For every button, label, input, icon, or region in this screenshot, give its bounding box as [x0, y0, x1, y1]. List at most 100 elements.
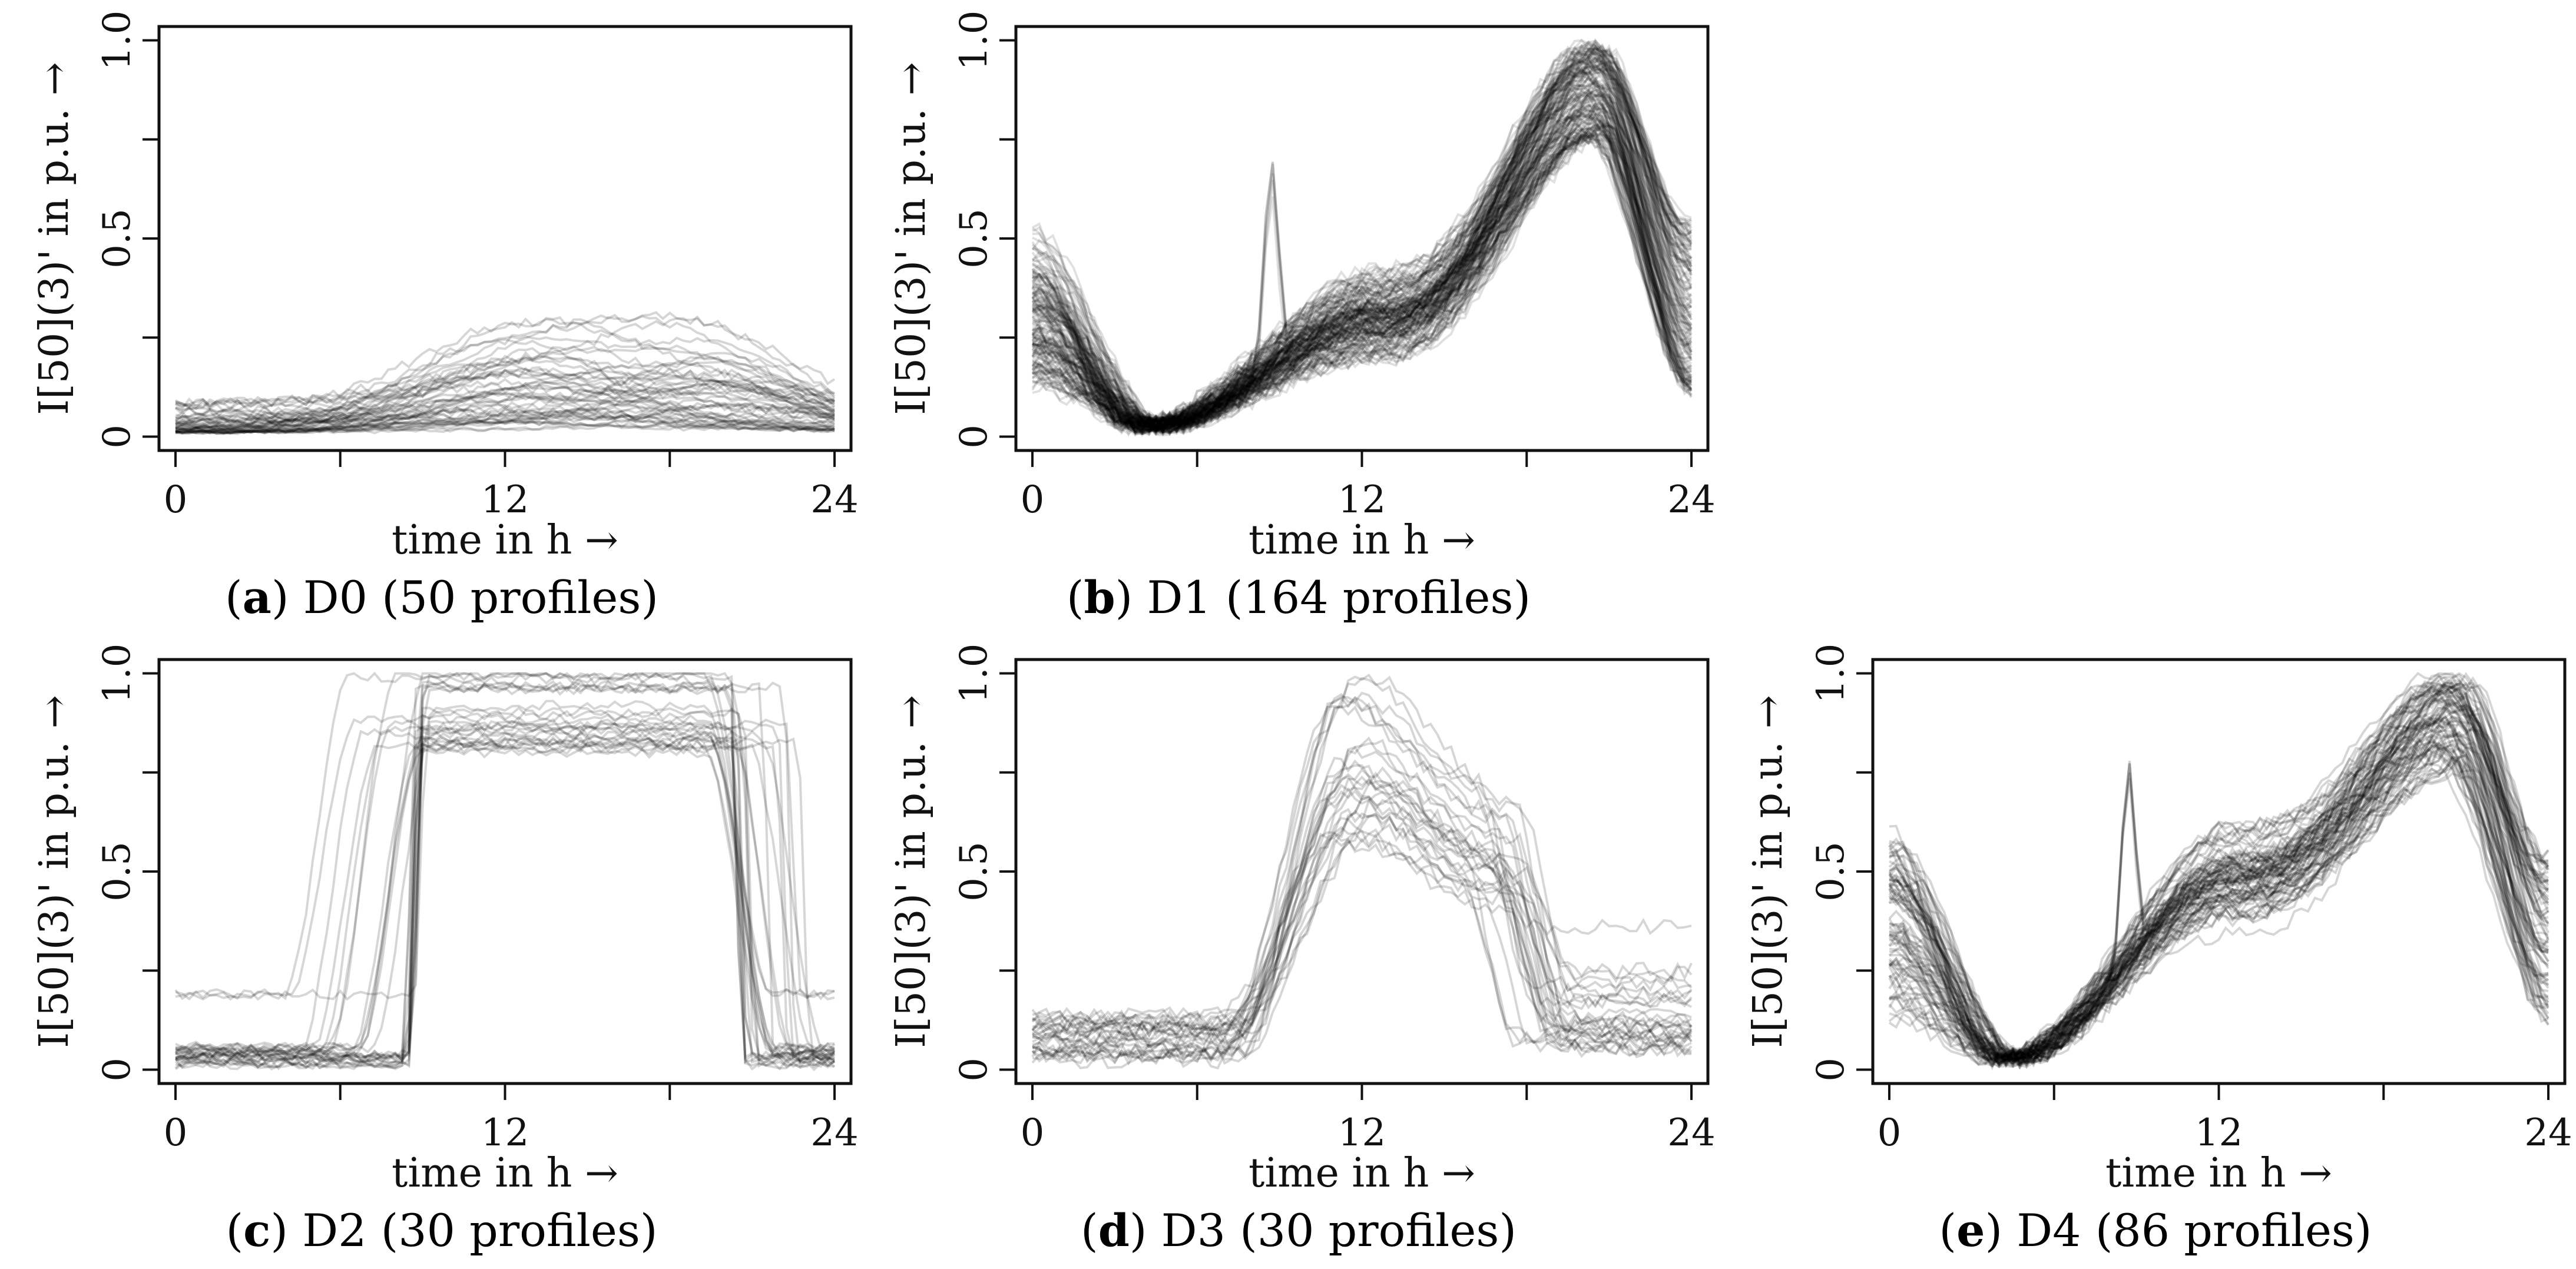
profile-line	[175, 746, 835, 1057]
profile-line	[1031, 49, 1692, 425]
profile-line	[1032, 58, 1692, 432]
profile-line	[1031, 44, 1692, 432]
profiles-group	[1031, 673, 1693, 1070]
profile-line	[1032, 90, 1692, 428]
profile-line	[1888, 747, 2549, 1066]
profile-line	[1031, 51, 1692, 435]
profile-line	[1031, 75, 1692, 429]
profile-line	[1032, 67, 1693, 434]
profile-line	[1032, 121, 1692, 431]
x-tick-label: 0	[164, 478, 188, 522]
profile-line	[1031, 87, 1693, 431]
profile-line	[1031, 57, 1692, 434]
profile-line	[175, 311, 836, 416]
profile-line	[175, 738, 836, 1053]
profile-line	[1889, 672, 2549, 1064]
profile-line	[175, 391, 835, 433]
profile-line	[1032, 94, 1692, 434]
profile-line	[1888, 704, 2549, 1064]
profile-line	[175, 413, 835, 433]
profile-line	[1889, 679, 2549, 1061]
profile-line	[1032, 738, 1692, 1058]
profile-line	[1032, 132, 1693, 432]
profile-line	[1031, 810, 1692, 1036]
panel-D3: 0 12 24 0 0.5 1.0 time in h → I[50](3)' in p.u.…	[869, 633, 1729, 1268]
profile-line	[1889, 715, 2549, 1063]
x-tick-label: 12	[481, 478, 529, 522]
profile-line	[1031, 107, 1692, 433]
profile-line	[175, 360, 835, 432]
caption-text: D2 (30 profiles)	[302, 1204, 658, 1257]
profile-line	[1032, 59, 1693, 431]
profile-line	[1031, 54, 1693, 433]
profile-line	[1031, 105, 1693, 436]
profile-line	[174, 734, 836, 1058]
profile-line	[1032, 38, 1693, 431]
profile-line	[1889, 760, 2549, 1071]
profile-line	[175, 378, 835, 432]
profile-line	[1032, 67, 1693, 428]
profile-line	[1031, 87, 1693, 435]
profile-line	[1032, 132, 1693, 436]
profile-line	[1889, 676, 2549, 1061]
profile-line	[1032, 101, 1693, 435]
profile-line	[1889, 746, 2549, 1068]
x-tick-label: 24	[2524, 1111, 2572, 1155]
profile-line	[1031, 68, 1693, 433]
profile-line	[1888, 715, 2549, 1064]
profile-line	[1032, 59, 1693, 430]
profile-line	[175, 700, 835, 1054]
profile-line	[1032, 125, 1692, 431]
profile-line	[1031, 107, 1693, 433]
profile-line	[1031, 75, 1692, 430]
profile-line	[1032, 57, 1693, 431]
x-tick-label: 24	[1667, 478, 1715, 522]
profile-line	[1031, 59, 1692, 431]
profile-line	[1031, 93, 1692, 436]
profile-line	[174, 737, 835, 1070]
profile-line	[1031, 101, 1693, 432]
profile-line	[174, 402, 835, 434]
profile-line	[1032, 817, 1693, 1065]
profile-line	[1032, 47, 1693, 433]
x-axis-label: time in h →	[1249, 517, 1475, 564]
profile-line	[175, 359, 835, 435]
caption-D0: (a) D0 (50 profiles)	[224, 571, 659, 624]
profile-line	[1032, 783, 1692, 1053]
profile-line	[1031, 67, 1692, 433]
profile-line	[1888, 715, 2549, 1069]
profile-line	[1032, 124, 1692, 433]
chart-D3: 0 12 24 0 0.5 1.0 time in h → I[50](3)' in p.u.…	[888, 644, 1716, 1197]
profile-line	[174, 672, 835, 1054]
x-tick-label: 0	[1021, 478, 1045, 522]
profile-line	[1032, 797, 1693, 1056]
profile-line	[1888, 680, 2549, 1062]
profile-line	[175, 345, 835, 408]
profile-line	[1031, 115, 1693, 434]
profile-line	[1888, 672, 2549, 1062]
profile-line	[174, 743, 836, 1063]
profile-line	[1031, 104, 1693, 433]
profile-line	[1888, 687, 2549, 1061]
profile-line	[1032, 87, 1693, 430]
profile-line	[1032, 48, 1692, 429]
profile-line	[1031, 47, 1693, 433]
profile-line	[1889, 764, 2549, 1068]
profile-line	[174, 383, 835, 421]
profile-line	[1031, 78, 1692, 433]
profile-line	[1031, 82, 1693, 434]
profile-line	[1031, 134, 1692, 437]
profile-line	[1032, 90, 1693, 433]
profile-line	[1032, 787, 1693, 1044]
profile-line	[1032, 124, 1693, 429]
profile-line	[1888, 738, 2549, 1066]
profile-line	[1888, 672, 2549, 1064]
profile-line	[1031, 121, 1693, 438]
profile-line	[1031, 58, 1693, 431]
profile-line	[1031, 62, 1692, 432]
profile-line	[1032, 39, 1693, 428]
profile-line	[1031, 746, 1693, 1029]
profile-line	[175, 725, 836, 1059]
profile-line	[1888, 763, 2549, 1068]
profile-line	[1032, 67, 1693, 427]
